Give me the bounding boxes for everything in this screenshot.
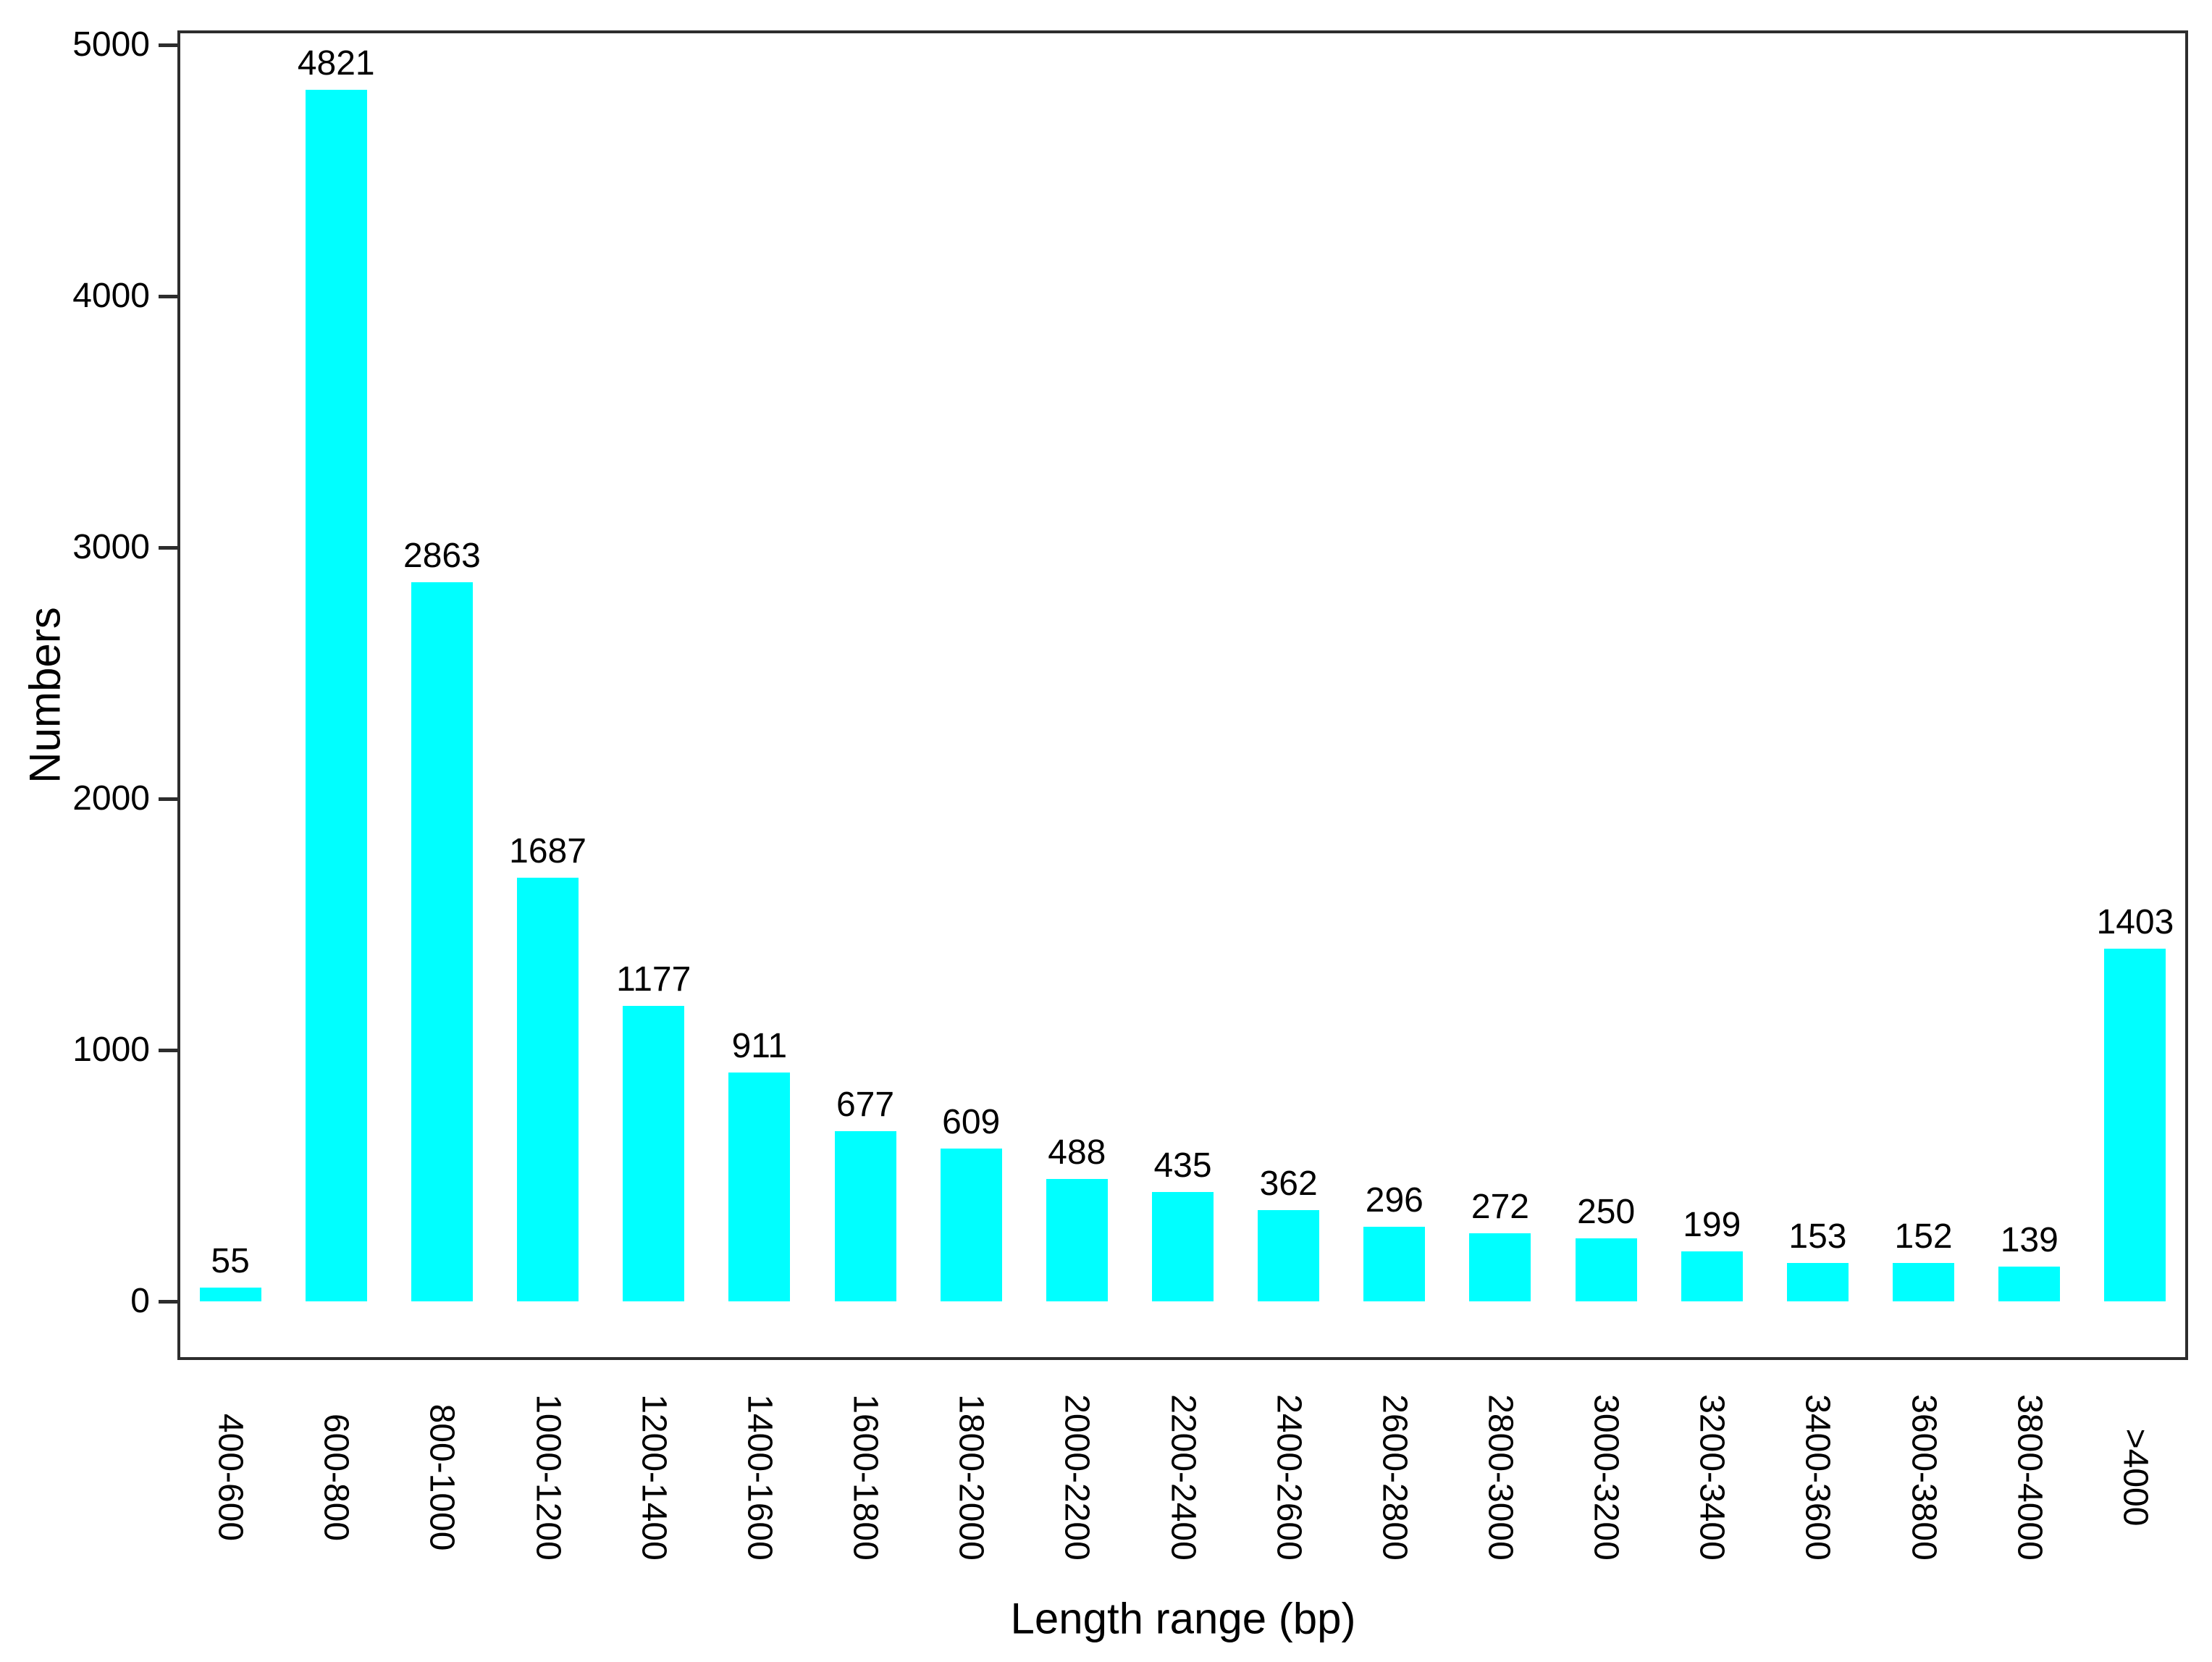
bar-slot: 1177 <box>601 961 707 1301</box>
bar-value-label: 1403 <box>2096 903 2174 941</box>
x-tick-label: 3400-3600 <box>1798 1394 1837 1561</box>
bar-slot: 1687 <box>495 833 600 1301</box>
bar <box>411 582 473 1301</box>
bar-slot: 1403 <box>2082 904 2188 1301</box>
bar-value-label: 152 <box>1894 1217 1953 1256</box>
x-tick-label: 3200-3400 <box>1692 1394 1731 1561</box>
y-tick-label: 4000 <box>72 277 150 315</box>
bar <box>940 1149 1002 1301</box>
bar <box>1151 1192 1214 1301</box>
bar-value-label: 609 <box>942 1103 1001 1141</box>
plot-area <box>177 30 2188 1360</box>
bar <box>834 1131 896 1301</box>
bar <box>2104 949 2166 1301</box>
bar-value-label: 139 <box>2000 1221 2058 1259</box>
x-axis: 400-600 600-800 800-1000 1000-1200 1200-1400… <box>177 1387 2188 1568</box>
bar-value-label: 4821 <box>297 44 375 83</box>
bar-value-label: 55 <box>211 1242 250 1280</box>
bar <box>199 1288 261 1301</box>
bar <box>1998 1267 2061 1301</box>
x-tick-label: 1800-2000 <box>951 1394 991 1561</box>
bar-slot: 153 <box>1765 1218 1870 1301</box>
bar-slot: 199 <box>1659 1206 1765 1301</box>
y-tick-mark <box>159 294 177 298</box>
x-tick-label: 1400-1600 <box>740 1394 779 1561</box>
bar <box>517 878 579 1301</box>
bar-slot: 609 <box>918 1104 1024 1301</box>
x-tick-label: 2200-2400 <box>1164 1394 1202 1561</box>
y-tick-label: 0 <box>130 1282 150 1320</box>
bar-value-label: 677 <box>836 1086 895 1124</box>
y-tick-mark <box>159 1299 177 1304</box>
bar <box>1046 1179 1108 1301</box>
bar-value-label: 250 <box>1577 1193 1636 1231</box>
bar <box>728 1073 791 1301</box>
bar-slot: 2863 <box>389 537 495 1301</box>
y-axis-title: Numbers <box>20 607 70 784</box>
bar-slot: 296 <box>1342 1182 1447 1301</box>
y-tick-label: 2000 <box>72 779 150 818</box>
x-tick-label: 3000-3200 <box>1586 1394 1626 1561</box>
x-tick-label: 2400-2600 <box>1269 1394 1308 1561</box>
bar <box>1893 1263 1955 1301</box>
bar-slot: 362 <box>1236 1165 1342 1301</box>
y-tick-label: 5000 <box>72 25 150 64</box>
bar-slot: 677 <box>812 1086 918 1301</box>
bar-value-label: 272 <box>1471 1188 1529 1226</box>
bar-value-label: 488 <box>1048 1133 1106 1172</box>
y-tick-label: 1000 <box>72 1031 150 1069</box>
bar-value-label: 1177 <box>616 960 691 999</box>
y-tick-mark <box>159 43 177 47</box>
x-axis-title: Length range (bp) <box>1010 1594 1356 1643</box>
x-tick-label: >4000 <box>2116 1428 2155 1527</box>
bar-value-label: 296 <box>1365 1181 1423 1220</box>
bar-slot: 152 <box>1871 1218 1977 1301</box>
y-tick-label: 3000 <box>72 528 150 566</box>
bar-value-label: 153 <box>1788 1217 1847 1256</box>
x-tick-label: 600-800 <box>316 1413 356 1542</box>
x-tick-label: 3800-4000 <box>2010 1394 2049 1561</box>
bar-value-label: 435 <box>1153 1146 1212 1185</box>
x-tick-label: 1600-1800 <box>846 1394 885 1561</box>
x-tick-label: 3600-3800 <box>1904 1394 1943 1561</box>
bar-slot: 911 <box>707 1028 812 1301</box>
x-tick-label: 1000-1200 <box>529 1394 568 1561</box>
bar-value-label: 362 <box>1259 1164 1318 1203</box>
y-tick-mark <box>159 1048 177 1052</box>
bar <box>1575 1238 1637 1301</box>
bar-slot: 139 <box>1977 1222 2082 1301</box>
bar-slot: 435 <box>1130 1147 1235 1301</box>
bar-slot: 272 <box>1447 1188 1553 1301</box>
bar <box>1469 1233 1531 1301</box>
bar <box>1258 1210 1320 1301</box>
bar-slot: 55 <box>177 1243 283 1301</box>
bar <box>1363 1227 1426 1301</box>
bar <box>305 90 367 1301</box>
x-tick-label: 2000-2200 <box>1057 1394 1096 1561</box>
bar-slot: 488 <box>1024 1134 1130 1301</box>
x-tick-label: 800-1000 <box>422 1403 461 1551</box>
x-tick-label: 2600-2800 <box>1375 1394 1414 1561</box>
x-tick-label: 2800-3000 <box>1481 1394 1520 1561</box>
bar-value-label: 911 <box>731 1027 788 1065</box>
bar-value-label: 199 <box>1683 1206 1741 1244</box>
bar-slot: 4821 <box>283 45 389 1301</box>
bar-value-label: 1687 <box>509 832 586 870</box>
y-tick-mark <box>159 545 177 550</box>
x-tick-label: 1200-1400 <box>634 1394 673 1561</box>
bar <box>623 1006 685 1301</box>
x-tick-label: 400-600 <box>211 1413 250 1542</box>
bar <box>1786 1263 1849 1301</box>
bars-container: 55 4821 2863 1687 1177 911 677 609 488 435 362 296 2… <box>177 30 2188 1301</box>
bar-slot: 250 <box>1553 1193 1659 1301</box>
bar <box>1681 1251 1743 1301</box>
y-tick-mark <box>159 797 177 801</box>
bar-value-label: 2863 <box>403 537 481 575</box>
